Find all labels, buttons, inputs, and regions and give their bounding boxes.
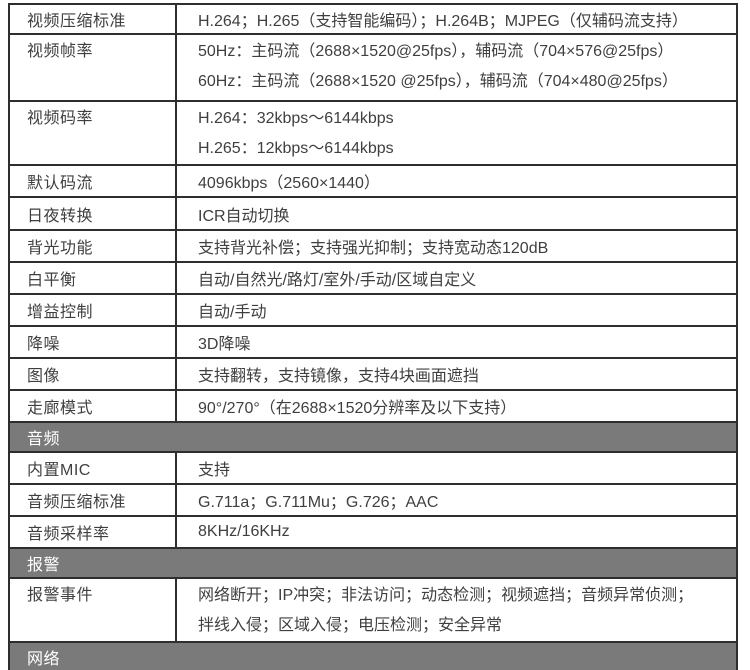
row-label: 内置MIC bbox=[8, 451, 177, 485]
row-label: 增益控制 bbox=[8, 293, 177, 327]
row-value: 网络断开；IP冲突；非法访问；动态检测；视频遮挡；音频异常侦测； 拌线入侵；区域… bbox=[175, 577, 738, 643]
table-row: 音频压缩标准 G.711a；G.711Mu；G.726；AAC bbox=[8, 483, 738, 517]
value-line: H.264：32kbps～6144kbps bbox=[198, 110, 394, 127]
value-line: H.265：12kbps～6144kbps bbox=[198, 140, 394, 157]
row-label: 降噪 bbox=[8, 325, 177, 359]
row-value: ICR自动切换 bbox=[175, 196, 738, 231]
row-label: 背光功能 bbox=[8, 229, 177, 263]
section-header-row: 网络 bbox=[8, 641, 738, 670]
row-value: H.264；H.265（支持智能编码）；H.264B；MJPEG（仅辅码流支持） bbox=[175, 3, 738, 35]
row-value: 3D降噪 bbox=[175, 325, 738, 359]
row-value: G.711a；G.711Mu；G.726；AAC bbox=[175, 483, 738, 517]
section-header-row: 报警 bbox=[8, 547, 738, 579]
row-label: 图像 bbox=[8, 357, 177, 391]
section-header-row: 音频 bbox=[8, 421, 738, 453]
value-line: 拌线入侵；区域入侵；电压检测；安全异常 bbox=[198, 617, 503, 634]
table-row: 增益控制 自动/手动 bbox=[8, 293, 738, 327]
section-header-network: 网络 bbox=[8, 641, 738, 670]
row-label: 默认码流 bbox=[8, 164, 177, 198]
row-value: 支持翻转，支持镜像，支持4块画面遮挡 bbox=[175, 357, 738, 391]
row-value: 90°/270°（在2688×1520分辨率及以下支持） bbox=[175, 389, 738, 423]
table-row: 日夜转换 ICR自动切换 bbox=[8, 196, 738, 231]
row-label: 音频压缩标准 bbox=[8, 483, 177, 517]
row-value: 支持背光补偿；支持强光抑制；支持宽动态120dB bbox=[175, 229, 738, 263]
value-line: 网络断开；IP冲突；非法访问；动态检测；视频遮挡；音频异常侦测； bbox=[198, 587, 694, 604]
table-row: 报警事件 网络断开；IP冲突；非法访问；动态检测；视频遮挡；音频异常侦测； 拌线… bbox=[8, 577, 738, 643]
section-header-audio: 音频 bbox=[8, 421, 738, 453]
row-label: 视频码率 bbox=[8, 100, 177, 166]
table-row: 走廊模式 90°/270°（在2688×1520分辨率及以下支持） bbox=[8, 389, 738, 423]
table-row: 视频压缩标准 H.264；H.265（支持智能编码）；H.264B；MJPEG（… bbox=[8, 3, 738, 35]
value-line: 50Hz：主码流（2688×1520@25fps），辅码流（704×576@25… bbox=[198, 43, 674, 60]
row-label: 视频帧率 bbox=[8, 33, 177, 102]
spec-table: 视频压缩标准 H.264；H.265（支持智能编码）；H.264B；MJPEG（… bbox=[8, 3, 738, 670]
row-value: H.264：32kbps～6144kbps H.265：12kbps～6144k… bbox=[175, 100, 738, 166]
table-row: 内置MIC 支持 bbox=[8, 451, 738, 485]
value-line: 60Hz：主码流（2688×1520 @25fps），辅码流（704×480@2… bbox=[198, 73, 678, 90]
row-label: 报警事件 bbox=[8, 577, 177, 643]
table-row: 背光功能 支持背光补偿；支持强光抑制；支持宽动态120dB bbox=[8, 229, 738, 263]
row-label: 走廊模式 bbox=[8, 389, 177, 423]
row-value: 自动/自然光/路灯/室外/手动/区域自定义 bbox=[175, 261, 738, 295]
table-row: 图像 支持翻转，支持镜像，支持4块画面遮挡 bbox=[8, 357, 738, 391]
row-label: 白平衡 bbox=[8, 261, 177, 295]
row-label: 视频压缩标准 bbox=[8, 3, 177, 35]
table-row: 视频帧率 50Hz：主码流（2688×1520@25fps），辅码流（704×5… bbox=[8, 33, 738, 102]
row-value: 50Hz：主码流（2688×1520@25fps），辅码流（704×576@25… bbox=[175, 33, 738, 102]
row-value: 8KHz/16KHz bbox=[175, 515, 738, 549]
table-row: 默认码流 4096kbps（2560×1440） bbox=[8, 164, 738, 198]
row-value: 支持 bbox=[175, 451, 738, 485]
table-row: 音频采样率 8KHz/16KHz bbox=[8, 515, 738, 549]
table-row: 白平衡 自动/自然光/路灯/室外/手动/区域自定义 bbox=[8, 261, 738, 295]
row-value: 自动/手动 bbox=[175, 293, 738, 327]
row-label: 音频采样率 bbox=[8, 515, 177, 549]
table-row: 降噪 3D降噪 bbox=[8, 325, 738, 359]
table-row: 视频码率 H.264：32kbps～6144kbps H.265：12kbps～… bbox=[8, 100, 738, 166]
section-header-alarm: 报警 bbox=[8, 547, 738, 579]
row-value: 4096kbps（2560×1440） bbox=[175, 164, 738, 198]
row-label: 日夜转换 bbox=[8, 196, 177, 231]
